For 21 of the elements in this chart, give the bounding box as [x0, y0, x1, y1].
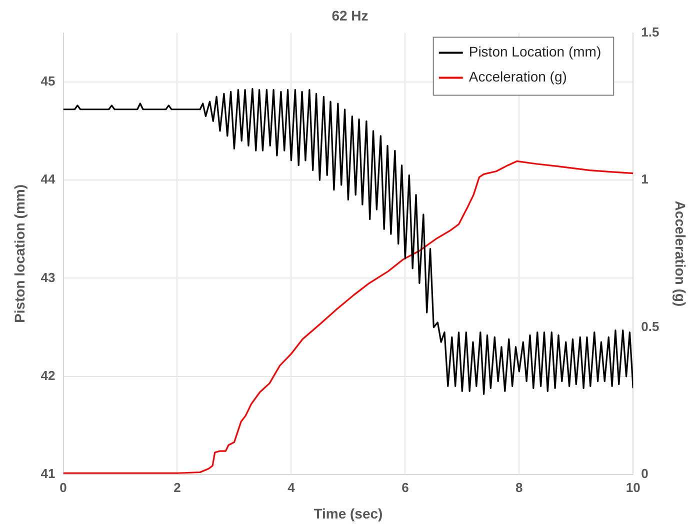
x-tick-label: 6: [402, 480, 409, 495]
legend-label: Piston Location (mm): [468, 44, 602, 60]
x-tick-label: 10: [626, 480, 640, 495]
y-tick-label: 44: [40, 172, 56, 187]
y2-tick-label: 1.5: [641, 24, 660, 40]
x-tick-label: 0: [60, 480, 67, 495]
y-tick-label: 41: [40, 466, 56, 482]
y-tick-label: 45: [40, 73, 56, 88]
y-tick-label: 42: [40, 368, 56, 383]
y2-tick-label: 0: [641, 466, 648, 482]
x-axis-title: Time (sec): [314, 505, 383, 522]
y-axis-title: Piston location (mm): [11, 184, 28, 323]
y2-tick-label: 0.5: [641, 318, 660, 334]
legend-label: Acceleration (g): [468, 68, 567, 85]
y-tick-label: 43: [40, 270, 56, 285]
x-tick-label: 8: [516, 480, 523, 495]
chart-title: 62 Hz: [332, 7, 368, 24]
x-tick-label: 4: [288, 480, 296, 495]
x-tick-label: 2: [174, 480, 181, 495]
y2-axis-title: Acceleration (g): [672, 200, 689, 307]
y2-tick-label: 1: [641, 172, 648, 187]
